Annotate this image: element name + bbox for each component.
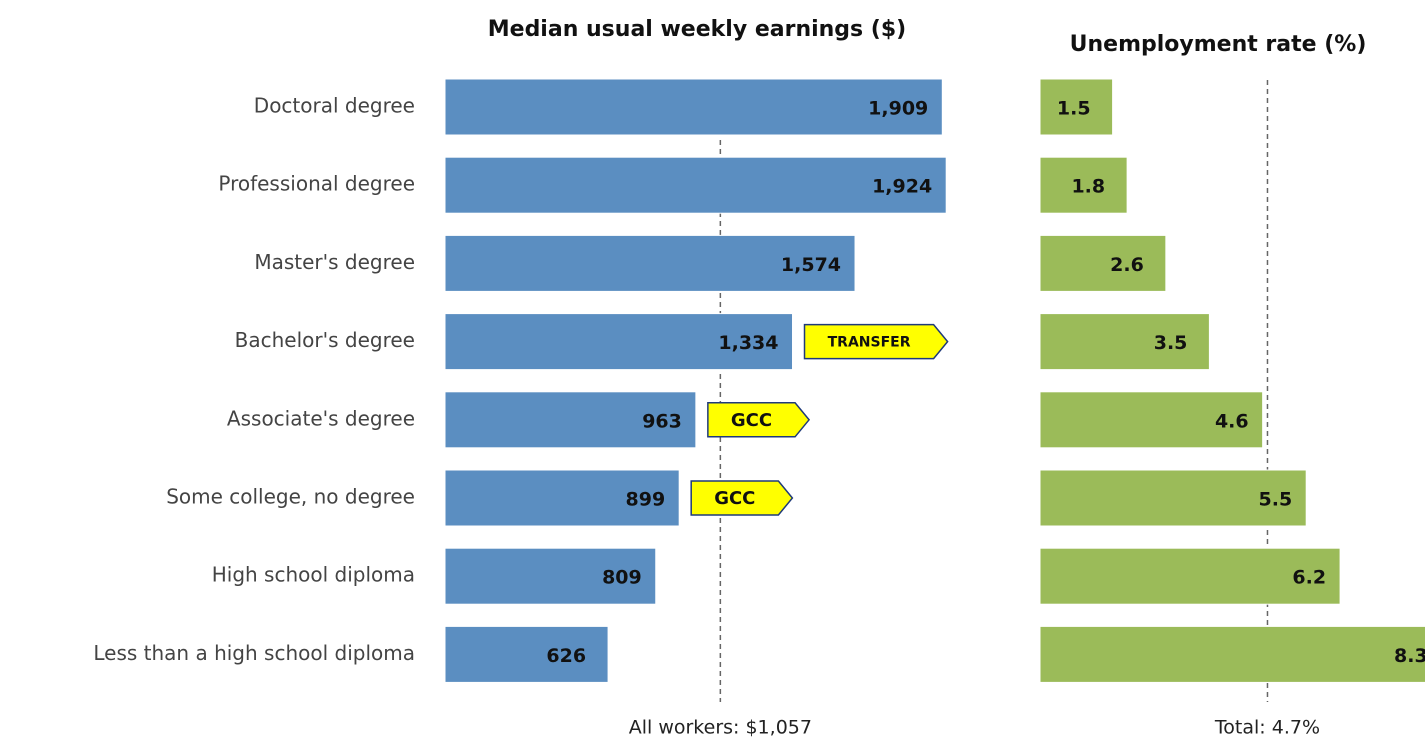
category-label: Master's degree [254,250,415,274]
tag-label: TRANSFER [828,335,911,351]
chart-title: Unemployment rate (%) [1070,32,1367,57]
bar [444,78,943,136]
bar [1039,234,1167,292]
value-label: 8.3 [1394,645,1425,667]
bar [444,625,609,683]
tag-label: GCC [731,410,772,431]
bar [1039,547,1341,605]
value-label: 1,334 [718,332,778,354]
category-label: Bachelor's degree [235,328,415,352]
reference-label: All workers: $1,057 [629,717,812,739]
bar [444,547,657,605]
value-label: 809 [602,567,642,589]
bar [1039,625,1425,683]
bar [444,234,856,292]
value-label: 626 [546,645,586,667]
bar [1039,78,1114,136]
bar [1039,313,1210,371]
annotation-tag: GCC [690,480,794,516]
value-label: 3.5 [1154,332,1188,354]
tag-shape [803,323,949,360]
tag-label: GCC [714,488,755,509]
bar [444,391,697,449]
category-label: Some college, no degree [166,485,415,509]
bar [1039,391,1264,449]
category-label: Less than a high school diploma [93,641,415,665]
bar [444,469,680,527]
category-label: Professional degree [218,172,415,196]
value-label: 1,574 [781,254,841,276]
category-label: High school diploma [212,563,415,587]
bar [444,313,794,371]
bar [1039,469,1307,527]
value-label: 963 [642,410,682,432]
value-label: 1.5 [1057,98,1091,120]
annotation-tag: TRANSFER [803,323,949,360]
value-label: 4.6 [1215,410,1249,432]
value-label: 1,909 [868,98,928,120]
category-label: Associate's degree [227,406,415,430]
value-label: 1.8 [1071,176,1105,198]
category-label: Doctoral degree [254,94,415,118]
value-label: 2.6 [1110,254,1144,276]
value-label: 1,924 [872,176,932,198]
tag-shape [707,402,811,438]
value-label: 6.2 [1292,567,1326,589]
chart-title: Median usual weekly earnings ($) [488,17,906,42]
value-label: 5.5 [1259,489,1293,511]
bar [444,156,947,214]
value-label: 899 [626,489,666,511]
annotation-tag: GCC [707,402,811,438]
reference-label: Total: 4.7% [1214,717,1320,739]
tag-shape [690,480,794,516]
bar [1039,156,1128,214]
